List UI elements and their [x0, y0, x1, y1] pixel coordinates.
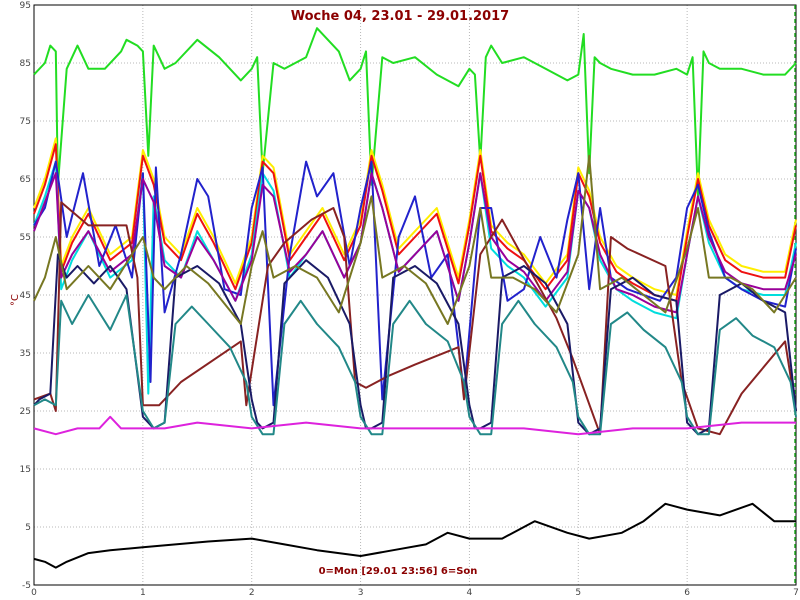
series-line-11: [33, 415, 796, 436]
series-line-1: [33, 27, 797, 198]
x-tick-label: 6: [684, 588, 690, 598]
x-tick-label: 2: [249, 588, 255, 598]
y-tick-label: 85: [20, 59, 31, 69]
y-tick-label: 35: [20, 349, 31, 359]
y-tick-label: -5: [22, 581, 31, 591]
x-tick-label: 3: [358, 588, 364, 598]
series-line-10: [33, 154, 797, 325]
chart-footer-label: 0=Mon [29.01 23:56] 6=Son: [319, 566, 478, 577]
x-tick-label: 0: [31, 588, 37, 598]
series-line-9: [33, 294, 797, 436]
series-line-6: [33, 172, 797, 314]
y-tick-label: 25: [20, 407, 31, 417]
x-tick-label: 4: [467, 588, 473, 598]
y-axis-label: °C: [10, 294, 21, 306]
y-tick-label: 15: [20, 465, 31, 475]
x-tick-label: 7: [793, 588, 799, 598]
series-line-3: [33, 143, 797, 302]
series-line-7: [33, 201, 797, 436]
series-line-12: [33, 502, 796, 569]
series-layer: [33, 27, 797, 569]
y-tick-label: 5: [25, 523, 31, 533]
y-tick-label: 55: [20, 233, 31, 243]
y-tick-label: 65: [20, 175, 31, 185]
x-tick-label: 1: [140, 588, 146, 598]
x-tick-label: 5: [575, 588, 581, 598]
y-tick-label: 95: [20, 1, 31, 11]
chart-title: Woche 04, 23.01 - 29.01.2017: [291, 9, 509, 24]
plot-frame: [33, 4, 797, 586]
series-line-8: [33, 253, 797, 436]
y-tick-label: 45: [20, 291, 31, 301]
y-tick-label: 75: [20, 117, 31, 127]
